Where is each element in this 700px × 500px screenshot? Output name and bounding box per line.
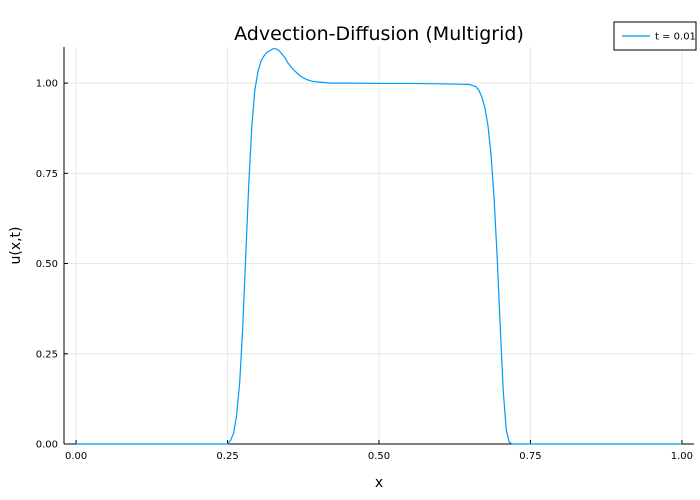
ticks: 0.00 0.25 0.50 0.75 1.00 0.00 0.25 0.50 0.75 1.00 xyxy=(36,79,693,462)
y-tick-label: 1.00 xyxy=(36,79,58,90)
y-axis-label: u(x,t) xyxy=(8,226,24,264)
legend-label: t = 0.01 xyxy=(655,32,696,43)
y-tick-label: 0.75 xyxy=(36,169,58,180)
x-tick-label: 0.25 xyxy=(216,451,238,462)
series xyxy=(76,48,682,445)
x-tick-label: 0.50 xyxy=(368,451,390,462)
x-tick-label: 0.00 xyxy=(65,451,87,462)
x-tick-label: 0.75 xyxy=(519,451,541,462)
legend: t = 0.01 xyxy=(613,21,697,51)
series-line xyxy=(76,48,682,445)
y-tick-label: 0.25 xyxy=(36,349,58,360)
grid xyxy=(64,47,694,445)
chart-title: Advection-Diffusion (Multigrid) xyxy=(234,23,524,45)
y-tick-label: 0.00 xyxy=(36,440,58,451)
x-tick-label: 1.00 xyxy=(671,451,693,462)
y-tick-label: 0.50 xyxy=(36,259,58,270)
x-axis-label: x xyxy=(375,475,383,491)
